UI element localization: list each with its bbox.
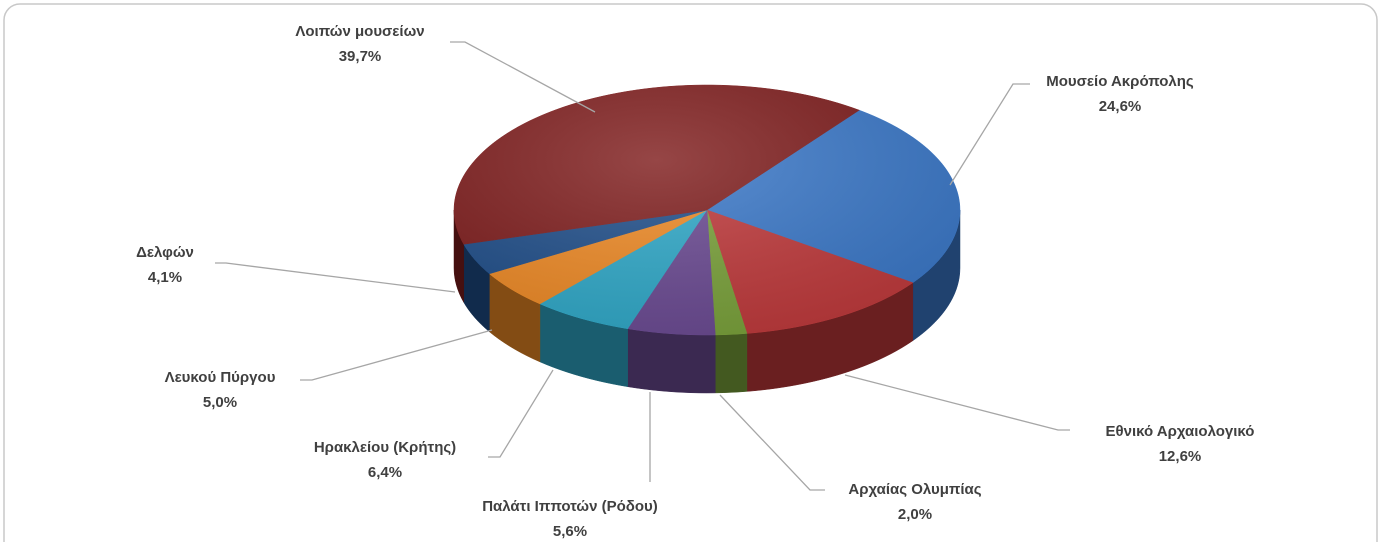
- leader-line: [215, 262, 456, 293]
- category-label: Μουσείο Ακρόπολης: [1046, 73, 1194, 90]
- leader-line: [844, 374, 1070, 431]
- category-label: Ηρακλείου (Κρήτης): [314, 439, 456, 456]
- value-label: 4,1%: [148, 269, 182, 286]
- leader-line: [719, 394, 825, 491]
- value-label: 5,6%: [553, 523, 587, 540]
- leader-line: [450, 41, 596, 113]
- value-label: 6,4%: [368, 464, 402, 481]
- category-label: Αρχαίας Ολυμπίας: [848, 481, 981, 498]
- category-label: Λοιπών μουσείων: [295, 23, 424, 40]
- value-label: 5,0%: [203, 394, 237, 411]
- category-label: Παλάτι Ιπποτών (Ρόδου): [482, 498, 658, 515]
- leader-line: [300, 329, 493, 381]
- value-label: 12,6%: [1159, 448, 1202, 465]
- category-label: Εθνικό Αρχαιολογικό: [1106, 423, 1255, 440]
- pie-slice-side: [715, 333, 748, 394]
- pie: [453, 84, 961, 394]
- category-label: Λευκού Πύργου: [165, 369, 276, 386]
- value-label: 39,7%: [339, 48, 382, 65]
- pie-tops: [453, 84, 961, 336]
- pie-slice-side: [627, 328, 716, 394]
- value-label: 24,6%: [1099, 98, 1142, 115]
- category-label: Δελφών: [136, 244, 194, 261]
- value-label: 2,0%: [898, 506, 932, 523]
- leader-line: [949, 83, 1030, 186]
- leader-line: [488, 369, 554, 458]
- labels: Μουσείο Ακρόπολης 24,6% Εθνικό Αρχαιολογικ…: [136, 23, 1254, 540]
